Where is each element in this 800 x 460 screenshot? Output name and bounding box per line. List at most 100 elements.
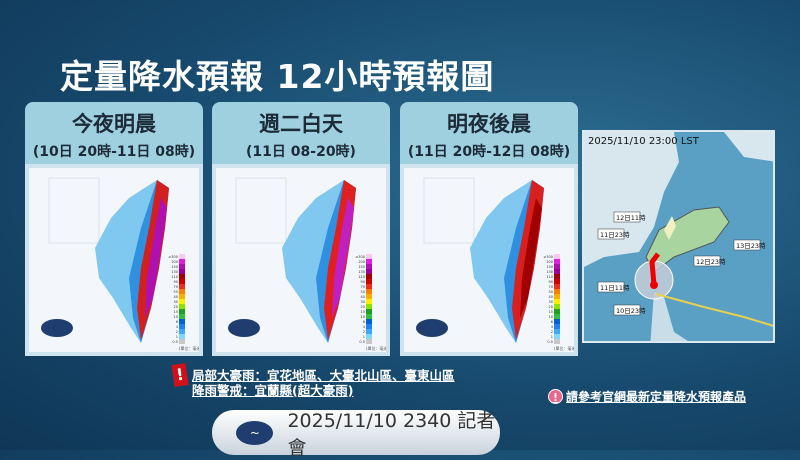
- legend-swatch: [366, 339, 372, 344]
- legend-value: 30: [361, 300, 365, 304]
- legend-value: 20: [549, 305, 553, 309]
- legend-value: 2: [363, 330, 365, 334]
- legend-swatch: [179, 299, 185, 304]
- legend-swatch: [366, 314, 372, 319]
- legend-value: 150: [358, 265, 365, 269]
- legend-value: 0.5: [172, 340, 178, 344]
- legend-value: 50: [174, 290, 178, 294]
- legend-value: ≥300: [543, 255, 553, 259]
- rain-warning-note[interactable]: 降雨警戒：宜蘭縣(超大豪雨): [192, 383, 354, 398]
- legend-swatch: [366, 319, 372, 324]
- legend-swatch: [554, 329, 560, 334]
- reference-link[interactable]: ! 請參考官網最新定量降水預報產品: [548, 388, 746, 405]
- legend-swatch: [366, 299, 372, 304]
- legend-value: 110: [171, 275, 178, 279]
- panel-period: (11日 08-20時): [246, 144, 356, 160]
- typhoon-time-label: 11日23時: [600, 231, 630, 239]
- legend-value: 0.5: [547, 340, 553, 344]
- legend-swatch: [179, 264, 185, 269]
- legend-value: 4: [176, 325, 179, 329]
- legend-swatch: [179, 309, 185, 314]
- alert-icon: !: [548, 389, 563, 404]
- legend-value: 30: [174, 300, 178, 304]
- legend-value: 40: [174, 295, 178, 299]
- legend-swatch: [554, 299, 560, 304]
- legend-value: 70: [361, 285, 365, 289]
- forecast-panel: 明夜後晨 (11日 20時-12日 08時) ≥300 200 150 130 110 90…: [400, 102, 578, 356]
- typhoon-track-map: 2025/11/10 23:00 LST 12日11時 11日23時 13日23時 1…: [582, 130, 775, 343]
- legend-value: 2: [551, 330, 553, 334]
- press-conference-label: 2025/11/10 2340 記者會: [287, 409, 496, 459]
- legend-swatch: [179, 314, 185, 319]
- legend-value: 130: [171, 270, 178, 274]
- legend-swatch: [179, 294, 185, 299]
- panel-label: 週二白天: [259, 112, 343, 136]
- cwa-logo-icon: ~: [236, 420, 274, 445]
- legend-value: ≥300: [168, 255, 178, 259]
- legend-swatch: [179, 269, 185, 274]
- legend-swatch: [554, 334, 560, 339]
- legend-swatch: [366, 284, 372, 289]
- legend-swatch: [554, 274, 560, 279]
- svg-text:(單位：毫米): (單位：毫米): [366, 345, 386, 351]
- forecast-panel: 週二白天 (11日 08-20時) ≥300 200 150 130 110 90 70 50 4…: [212, 102, 390, 356]
- legend-swatch: [366, 259, 372, 264]
- legend-swatch: [554, 254, 560, 259]
- legend-swatch: [554, 269, 560, 274]
- legend-value: 110: [546, 275, 553, 279]
- legend-swatch: [366, 274, 372, 279]
- legend-swatch: [366, 304, 372, 309]
- press-conference-badge: ~ 2025/11/10 2340 記者會: [212, 410, 500, 459]
- legend-swatch: [366, 269, 372, 274]
- legend-value: 2: [176, 330, 178, 334]
- typhoon-time-label: 12日11時: [616, 214, 646, 222]
- legend-value: 1: [363, 335, 365, 339]
- legend-value: 30: [549, 300, 553, 304]
- legend-swatch: [554, 279, 560, 284]
- legend-value: 20: [361, 305, 365, 309]
- legend-swatch: [366, 289, 372, 294]
- legend-value: 0.5: [359, 340, 365, 344]
- heavy-rain-note[interactable]: 局部大豪雨：宜花地區、大臺北山區、臺東山區: [192, 368, 455, 383]
- svg-text:(單位：毫米): (單位：毫米): [554, 345, 574, 351]
- legend-value: 130: [358, 270, 365, 274]
- rain-notes: 局部大豪雨：宜花地區、大臺北山區、臺東山區 降雨警戒：宜蘭縣(超大豪雨): [192, 368, 455, 398]
- legend-value: 200: [171, 260, 178, 264]
- legend-value: 150: [171, 265, 178, 269]
- legend-value: 20: [174, 305, 178, 309]
- legend-swatch: [179, 254, 185, 259]
- legend-value: 70: [174, 285, 178, 289]
- typhoon-time-label: 11日11時: [600, 284, 630, 292]
- typhoon-time-label: 12日23時: [696, 258, 726, 266]
- legend-swatch: [554, 289, 560, 294]
- legend-swatch: [179, 259, 185, 264]
- cwa-logo-icon: [228, 319, 260, 337]
- legend-swatch: [554, 324, 560, 329]
- panel-period: (11日 20時-12日 08時): [407, 144, 571, 160]
- legend-value: 15: [361, 310, 365, 314]
- legend-value: 200: [358, 260, 365, 264]
- cwa-logo-icon: [416, 319, 448, 337]
- legend-swatch: [179, 279, 185, 284]
- legend-swatch: [366, 309, 372, 314]
- panel-label: 今夜明晨: [72, 112, 156, 136]
- legend-swatch: [366, 264, 372, 269]
- legend-swatch: [366, 324, 372, 329]
- legend-value: 1: [551, 335, 553, 339]
- legend-swatch: [554, 264, 560, 269]
- legend-swatch: [179, 304, 185, 309]
- legend-value: 10: [174, 315, 178, 319]
- warning-icon: !: [171, 363, 189, 387]
- legend-swatch: [366, 254, 372, 259]
- typhoon-time-label: 13日23時: [736, 242, 766, 250]
- legend-value: 40: [549, 295, 553, 299]
- legend-value: 6: [363, 320, 365, 324]
- legend-value: 4: [551, 325, 554, 329]
- panel-period: (10日 20時-11日 08時): [32, 144, 196, 160]
- legend-swatch: [554, 294, 560, 299]
- legend-swatch: [179, 289, 185, 294]
- typhoon-time-label: 10日23時: [616, 307, 646, 315]
- legend-swatch: [366, 334, 372, 339]
- legend-swatch: [554, 319, 560, 324]
- legend-value: 50: [549, 290, 553, 294]
